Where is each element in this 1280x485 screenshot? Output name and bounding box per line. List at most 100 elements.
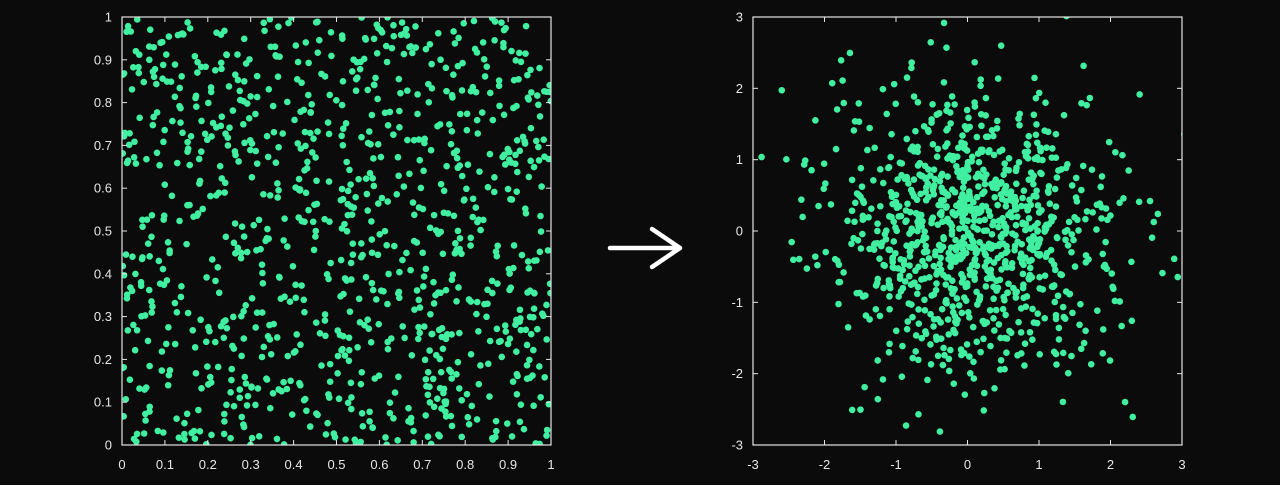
scatter-point [225,83,233,90]
scatter-point [971,205,979,213]
scatter-point [909,143,916,151]
scatter-point [346,166,353,174]
scatter-point [918,223,926,230]
scatter-point [1026,328,1034,336]
scatter-point [439,250,447,258]
scatter-point [434,29,442,37]
scatter-point [535,143,542,151]
scatter-point [428,60,435,68]
scatter-point [413,287,421,294]
scatter-point [133,430,141,438]
scatter-point [275,23,282,31]
scatter-point [473,116,481,124]
scatter-point [212,277,219,285]
scatter-point [960,144,968,152]
scatter-point [904,318,912,325]
scatter-point [341,352,349,359]
scatter-point [1035,208,1043,216]
scatter-point [1061,315,1069,323]
scatter-point [910,176,918,183]
scatter-point [474,130,482,137]
scatter-point [260,343,268,351]
scatter-point [532,137,540,145]
x-tick-label: 0.5 [327,457,345,472]
scatter-point [538,183,545,190]
scatter-point [918,334,925,342]
scatter-point [822,180,829,187]
scatter-point [145,56,153,64]
scatter-point [194,69,201,76]
scatter-point [942,204,950,211]
scatter-point [522,50,529,57]
scatter-point [1064,161,1071,168]
scatter-point [426,224,434,232]
scatter-point [526,313,534,321]
scatter-point [141,386,148,393]
scatter-point [904,200,911,208]
scatter-point [189,326,197,334]
scatter-point [888,130,895,138]
scatter-point [897,256,905,263]
scatter-point [513,102,520,110]
scatter-point [908,240,916,248]
scatter-point [950,326,957,334]
scatter-point [964,162,971,170]
scatter-point [142,417,149,424]
y-tick-label: 0.8 [94,95,112,110]
scatter-point [486,337,494,345]
scatter-point [929,101,936,108]
scatter-point [1022,303,1030,310]
scatter-point [334,369,341,377]
scatter-point [972,174,980,181]
scatter-point [415,136,423,143]
scatter-point [938,170,946,178]
scatter-point [1050,282,1058,289]
scatter-point [279,130,287,137]
scatter-point [411,211,418,219]
scatter-point [1025,132,1033,140]
scatter-point [489,116,497,124]
scatter-point [977,348,984,356]
scatter-point [345,346,353,354]
scatter-point [855,100,863,107]
scatter-point [801,157,809,164]
scatter-point [917,190,924,198]
scatter-point [167,78,175,85]
scatter-point [203,274,210,281]
scatter-point [164,239,172,246]
scatter-point [312,227,320,235]
scatter-point [194,58,201,66]
scatter-point [231,220,239,227]
scatter-point [196,428,204,435]
scatter-point [313,177,320,185]
scatter-point [1135,198,1143,206]
scatter-point [395,294,403,302]
scatter-point [334,352,342,360]
scatter-point [327,259,334,267]
scatter-point [1111,297,1119,305]
scatter-point [366,408,373,416]
scatter-point [449,94,456,101]
scatter-point [122,413,128,420]
scatter-point [995,321,1003,328]
scatter-point [1129,413,1137,421]
scatter-point [973,262,981,270]
scatter-point [376,231,384,238]
scatter-point [1034,219,1041,227]
y-tick-label: 0.1 [94,395,112,410]
scatter-point [238,312,245,320]
scatter-point [990,295,997,303]
scatter-point [384,17,391,21]
scatter-point [214,264,222,271]
scatter-point [1005,211,1012,219]
scatter-point [1008,264,1016,272]
scatter-point [1039,156,1046,164]
scatter-point [798,196,805,204]
scatter-point [156,161,163,169]
scatter-point [513,391,521,398]
scatter-point [927,341,934,348]
scatter-point [944,101,951,109]
scatter-point [922,456,929,463]
scatter-point [915,214,923,221]
scatter-point [914,283,922,291]
